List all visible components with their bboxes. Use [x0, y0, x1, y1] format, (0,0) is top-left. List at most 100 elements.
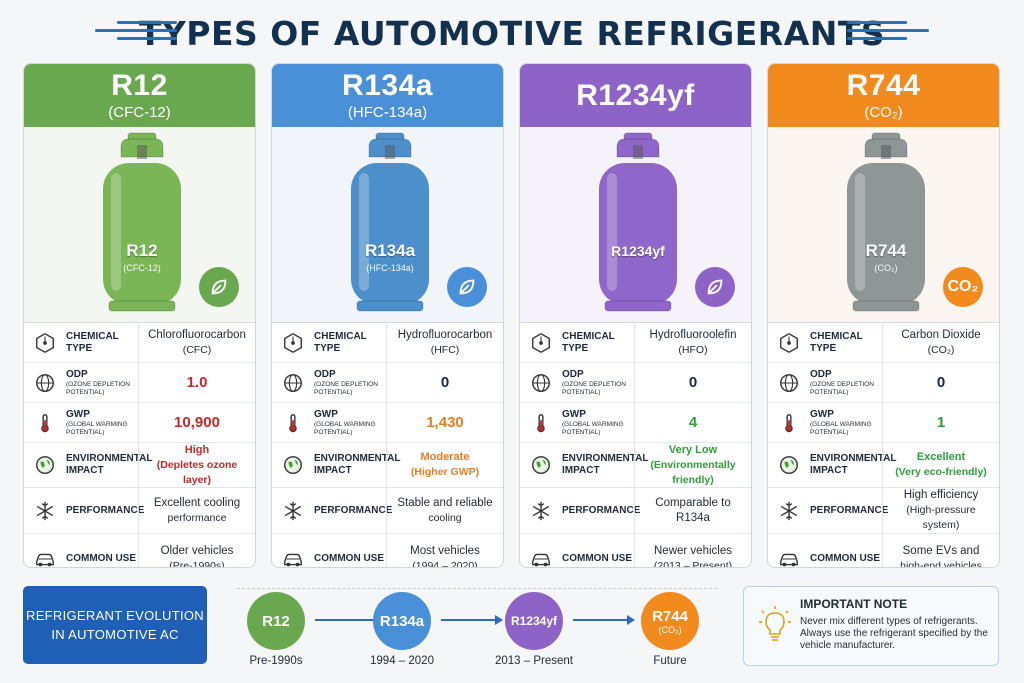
property-row: ODP (OZONE DEPLETION POTENTIAL) 0	[520, 363, 751, 403]
environmental-impact-value: Very Low (Environmentally friendly)	[634, 443, 751, 487]
property-label: ODP (OZONE DEPLETION POTENTIAL)	[314, 368, 378, 396]
page-title: TYPES OF AUTOMOTIVE REFRIGERANTS	[138, 13, 886, 53]
cylinder-label: R1234yf	[611, 243, 665, 259]
earth-icon	[778, 454, 800, 476]
common-use-value: Older vehicles (Pre-1990s)	[138, 534, 255, 567]
property-row: GWP (GLOBAL WARMING POTENTIAL) 4	[520, 403, 751, 443]
note-body: Never mix different types of refrigerant…	[800, 616, 988, 651]
property-row: GWP (GLOBAL WARMING POTENTIAL) 10,900	[24, 403, 255, 443]
property-label: ODP (OZONE DEPLETION POTENTIAL)	[66, 368, 130, 396]
note-title: IMPORTANT NOTE	[800, 597, 908, 611]
thermometer-icon	[530, 412, 552, 434]
card-hero: R1234yf	[520, 127, 751, 322]
property-label: PERFORMANCE	[810, 504, 889, 516]
property-row: CHEMICAL TYPE Carbon Dioxide (CO₂)	[768, 323, 999, 363]
thermometer-icon	[34, 412, 56, 434]
evolution-timeline: R12 Pre-1990s R134a 1994 – 2020 R1234yf …	[225, 586, 720, 676]
globe-icon	[530, 372, 552, 394]
property-row: COMMON USE Newer vehicles (2013 – Present)	[520, 534, 751, 567]
property-label: ENVIRONMENTAL IMPACT	[810, 453, 897, 476]
property-row: CHEMICAL TYPE Hydrofluoroolefin (HFO)	[520, 323, 751, 363]
chemical-type-value: Chlorofluorocarbon (CFC)	[138, 323, 255, 362]
property-label: GWP (GLOBAL WARMING POTENTIAL)	[810, 408, 872, 436]
cylinder-label: R744	[865, 241, 907, 260]
cylinder-label: R134a	[364, 241, 416, 260]
property-label: CHEMICAL TYPE	[562, 330, 615, 354]
gas-cylinder-icon: R12 (CFC-12)	[97, 127, 187, 317]
property-label: ODP (OZONE DEPLETION POTENTIAL)	[562, 368, 626, 396]
car-icon	[34, 548, 56, 569]
property-label: GWP (GLOBAL WARMING POTENTIAL)	[562, 408, 624, 436]
leaf-icon	[704, 276, 726, 298]
snowflake-icon	[530, 500, 552, 522]
cylinder-label: R12	[126, 241, 158, 260]
refrigerant-card-r1234yf: R1234yf R1234yf CHEMICAL TYPE Hydrofluorool…	[519, 63, 752, 568]
card-header: R1234yf	[520, 64, 751, 127]
odp-value: 0	[882, 363, 999, 402]
property-row: ODP (OZONE DEPLETION POTENTIAL) 0	[768, 363, 999, 403]
thermometer-icon	[778, 412, 800, 434]
environmental-impact-value: Excellent (Very eco-friendly)	[882, 443, 999, 487]
property-row: ODP (OZONE DEPLETION POTENTIAL) 0	[272, 363, 503, 403]
property-label: GWP (GLOBAL WARMING POTENTIAL)	[66, 408, 128, 436]
property-row: PERFORMANCE Excellent cooling performance	[24, 488, 255, 534]
molecule-icon	[34, 332, 56, 354]
refrigerant-name: R1234yf	[576, 78, 695, 112]
property-label: PERFORMANCE	[66, 504, 145, 516]
snowflake-icon	[282, 500, 304, 522]
evolution-label-box: REFRIGERANT EVOLUTION IN AUTOMOTIVE AC	[23, 586, 207, 664]
property-label: GWP (GLOBAL WARMING POTENTIAL)	[314, 408, 376, 436]
earth-icon	[34, 454, 56, 476]
property-label: ENVIRONMENTAL IMPACT	[66, 453, 153, 476]
properties-table: CHEMICAL TYPE Hydrofluoroolefin (HFO) ODP (O…	[520, 322, 751, 567]
earth-icon	[530, 454, 552, 476]
cylinder-sublabel: (CFC-12)	[123, 263, 161, 273]
globe-icon	[34, 372, 56, 394]
evolution-label-line2: IN AUTOMOTIVE AC	[51, 627, 179, 642]
common-use-value: Some EVs and high-end vehicles	[882, 534, 999, 567]
property-label: ENVIRONMENTAL IMPACT	[562, 453, 649, 476]
eco-badge	[199, 267, 239, 307]
properties-table: CHEMICAL TYPE Hydrofluorocarbon (HFC) ODP (O…	[272, 322, 503, 567]
performance-value: Excellent cooling performance	[138, 488, 255, 533]
gwp-value: 1,430	[386, 403, 503, 442]
cylinder-sublabel: (HFC-134a)	[366, 263, 414, 273]
chemical-type-value: Hydrofluorocarbon (HFC)	[386, 323, 503, 362]
performance-value: Stable and reliable cooling	[386, 488, 503, 533]
property-row: CHEMICAL TYPE Hydrofluorocarbon (HFC)	[272, 323, 503, 363]
odp-value: 0	[634, 363, 751, 402]
property-row: GWP (GLOBAL WARMING POTENTIAL) 1,430	[272, 403, 503, 443]
property-label: ODP (OZONE DEPLETION POTENTIAL)	[810, 368, 874, 396]
property-label: COMMON USE	[810, 552, 880, 564]
globe-icon	[282, 372, 304, 394]
property-label: PERFORMANCE	[562, 504, 641, 516]
timeline-node-r134a: R134a	[373, 592, 431, 650]
gas-cylinder-icon: R134a (HFC-134a)	[345, 127, 435, 317]
card-header: R12 (CFC-12)	[24, 64, 255, 127]
timeline-node-r1234yf: R1234yf	[505, 592, 563, 650]
timeline-date-r12: Pre-1990s	[249, 655, 303, 667]
car-icon	[778, 548, 800, 569]
card-hero: R12 (CFC-12)	[24, 127, 255, 322]
property-row: PERFORMANCE High efficiency (High-pressure…	[768, 488, 999, 534]
earth-icon	[282, 454, 304, 476]
co2-badge-text: CO₂	[947, 278, 979, 295]
timeline-date-r1234yf: 2013 – Present	[494, 655, 573, 667]
timeline-date-r134a: 1994 – 2020	[370, 655, 434, 667]
timeline-date-r744: Future	[653, 655, 687, 667]
evolution-label-line1: REFRIGERANT EVOLUTION	[26, 608, 204, 623]
property-label: COMMON USE	[66, 552, 136, 564]
property-label: ENVIRONMENTAL IMPACT	[314, 453, 401, 476]
properties-table: CHEMICAL TYPE Carbon Dioxide (CO₂) ODP (OZON…	[768, 322, 999, 569]
property-row: ENVIRONMENTAL IMPACT Moderate (Higher GWP)	[272, 443, 503, 488]
property-row: ENVIRONMENTAL IMPACT High (Depletes ozone …	[24, 443, 255, 488]
timeline-node-r744: R744 (CO₂)	[641, 592, 699, 650]
title-decoration-right	[847, 21, 929, 45]
timeline-node-r12: R12	[247, 592, 305, 650]
snowflake-icon	[34, 500, 56, 522]
property-row: COMMON USE Most vehicles (1994 – 2020)	[272, 534, 503, 567]
title-decoration-left	[95, 21, 177, 45]
odp-value: 0	[386, 363, 503, 402]
property-row: COMMON USE Some EVs and high-end vehicles	[768, 534, 999, 569]
property-row: GWP (GLOBAL WARMING POTENTIAL) 1	[768, 403, 999, 443]
